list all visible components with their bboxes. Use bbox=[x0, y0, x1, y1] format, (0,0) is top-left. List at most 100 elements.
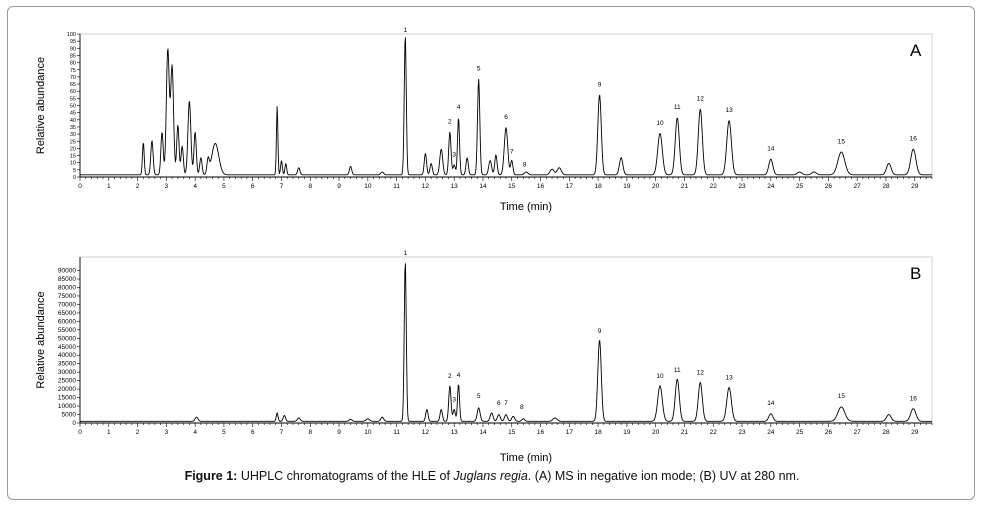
panel-b-peak-label-4: 4 bbox=[457, 372, 461, 379]
panel-b-peak-label-5: 5 bbox=[477, 393, 481, 400]
panel-a-x-tick-label: 10 bbox=[364, 183, 372, 190]
panel-b-y-tick-label: 0 bbox=[72, 420, 76, 427]
panel-a-x-tick-label: 24 bbox=[767, 183, 775, 190]
panel-a-x-tick-label: 13 bbox=[451, 183, 459, 190]
panel-a-x-tick-label: 28 bbox=[882, 183, 890, 190]
panel-a-y-tick-label: 55 bbox=[70, 96, 76, 102]
panel-a-x-tick-label: 4 bbox=[193, 183, 197, 190]
panel-a-peak-label-4: 4 bbox=[457, 104, 461, 111]
panel-a-x-tick-label: 2 bbox=[136, 183, 140, 190]
panel-b-y-tick-label: 5000 bbox=[62, 412, 77, 419]
panel-b-x-tick-label: 5 bbox=[222, 429, 226, 436]
panel-a-plot-frame bbox=[79, 33, 933, 178]
panel-a-peak-label-2: 2 bbox=[448, 119, 452, 126]
panel-b-trace bbox=[80, 263, 932, 422]
panel-b-y-tick-label: 85000 bbox=[58, 276, 76, 283]
panel-a-y-tick-label: 40 bbox=[70, 118, 76, 124]
panel-b-x-tick-label: 11 bbox=[393, 429, 400, 436]
panel-a-y-tick-label: 95 bbox=[70, 39, 76, 45]
panel-b-x-tick-label: 26 bbox=[825, 429, 833, 436]
panel-a-y-tick-label: 90 bbox=[70, 46, 76, 52]
panel-a-peak-label-3: 3 bbox=[452, 151, 456, 158]
panel-b-x-tick-label: 3 bbox=[165, 429, 169, 436]
panel-a-x-tick-label: 15 bbox=[508, 183, 516, 190]
panel-a-y-tick-label: 15 bbox=[70, 154, 76, 160]
panel-b-x-tick-label: 10 bbox=[364, 429, 372, 436]
panel-a-y-tick-label: 5 bbox=[73, 168, 76, 174]
panel-a-peak-label-16: 16 bbox=[910, 136, 918, 143]
panel-b-x-tick-label: 19 bbox=[623, 429, 631, 436]
panel-a-y-tick-label: 35 bbox=[70, 125, 76, 131]
panel-a-x-tick-label: 0 bbox=[78, 183, 82, 190]
panel-b-x-tick-label: 8 bbox=[308, 429, 312, 436]
panel-a-x-tick-label: 20 bbox=[652, 183, 660, 190]
panel-a-y-tick-label: 10 bbox=[70, 161, 76, 167]
panel-b-x-tick-label: 15 bbox=[508, 429, 516, 436]
panel-a-x-tick-label: 7 bbox=[280, 183, 284, 190]
panel-b-y-tick-label: 75000 bbox=[58, 293, 76, 300]
panel-b-peak-label-1: 1 bbox=[403, 250, 407, 257]
panel-a-x-tick-label: 3 bbox=[165, 183, 169, 190]
panel-b-peak-label-6: 6 bbox=[497, 400, 501, 407]
panel-a-y-tick-label: 70 bbox=[70, 75, 76, 81]
panel-a-x-tick-label: 19 bbox=[623, 183, 631, 190]
panel-a-y-tick-label: 100 bbox=[67, 32, 76, 38]
panel-a-x-tick-label: 9 bbox=[337, 183, 341, 190]
panel-b-x-tick-label: 27 bbox=[854, 429, 862, 436]
panel-a-x-tick-label: 29 bbox=[911, 183, 919, 190]
panel-a-x-tick-label: 8 bbox=[308, 183, 312, 190]
panel-a-x-tick-label: 18 bbox=[594, 183, 602, 190]
panel-a-peak-label-10: 10 bbox=[656, 120, 664, 127]
panel-a-y-tick-label: 85 bbox=[70, 53, 76, 59]
panel-b-label: B bbox=[910, 264, 921, 283]
panel-b-peak-label-7: 7 bbox=[504, 400, 508, 407]
panel-b-x-tick-label: 23 bbox=[738, 429, 746, 436]
panel-a-x-tick-label: 23 bbox=[738, 183, 746, 190]
panel-a-y-tick-label: 45 bbox=[70, 111, 76, 117]
panel-b-x-tick-label: 17 bbox=[566, 429, 574, 436]
panel-b-x-tick-label: 14 bbox=[479, 429, 487, 436]
panel-b-x-axis-label: Time (min) bbox=[500, 452, 552, 464]
panel-b-x-tick-label: 21 bbox=[681, 429, 689, 436]
panel-a-x-tick-label: 26 bbox=[825, 183, 833, 190]
panel-a-peak-label-11: 11 bbox=[674, 104, 681, 111]
panel-a-peak-label-1: 1 bbox=[403, 27, 407, 34]
panel-a-y-tick-label: 65 bbox=[70, 82, 76, 88]
panel-a-x-tick-label: 25 bbox=[796, 183, 804, 190]
panel-a-x-tick-label: 14 bbox=[479, 183, 487, 190]
panel-b-x-tick-label: 4 bbox=[193, 429, 197, 436]
panel-b-x-tick-label: 22 bbox=[710, 429, 718, 436]
panel-a-x-tick-label: 21 bbox=[681, 183, 689, 190]
panel-b-y-tick-label: 45000 bbox=[58, 344, 76, 351]
panel-b-y-tick-label: 55000 bbox=[58, 327, 76, 334]
caption-prefix: Figure 1: bbox=[184, 469, 238, 483]
panel-a-chart: 0 1 2 3 4 5 6 7 8 9 10 11 12 13 14 15 16 17 18 19 20 21 22 23 24… bbox=[35, 27, 933, 213]
panel-b-peak-label-2: 2 bbox=[448, 373, 452, 380]
figure-frame bbox=[7, 6, 975, 500]
panel-b-y-tick-label: 20000 bbox=[58, 386, 76, 393]
panel-b-y-tick-label: 80000 bbox=[58, 284, 76, 291]
panel-b-y-tick-label: 60000 bbox=[58, 318, 76, 325]
panel-a-y-tick-label: 75 bbox=[70, 68, 76, 74]
panel-a-x-tick-label: 17 bbox=[566, 183, 574, 190]
panel-b-x-tick-label: 2 bbox=[136, 429, 140, 436]
panel-b-y-tick-label: 35000 bbox=[58, 361, 76, 368]
panel-b-peak-label-9: 9 bbox=[598, 328, 602, 335]
panel-a-y-axis-label: Relative abundance bbox=[35, 57, 47, 154]
figure-caption: Figure 1: UHPLC chromatograms of the HLE… bbox=[0, 469, 984, 483]
panel-b-y-tick-label: 90000 bbox=[58, 268, 76, 275]
panel-a-y-tick-label: 0 bbox=[73, 175, 76, 181]
panel-a-peak-label-9: 9 bbox=[598, 81, 602, 88]
panel-b-peak-label-8: 8 bbox=[520, 404, 524, 411]
panel-a-y-tick-label: 25 bbox=[70, 139, 76, 145]
panel-b-x-tick-label: 1 bbox=[107, 429, 111, 436]
panel-a-y-tick-label: 60 bbox=[70, 89, 76, 95]
panel-b-x-tick-label: 16 bbox=[537, 429, 545, 436]
panel-a-peak-label-14: 14 bbox=[767, 146, 775, 153]
panel-a-y-tick-label: 20 bbox=[70, 146, 76, 152]
panel-b-y-tick-label: 40000 bbox=[58, 352, 76, 359]
panel-b-x-tick-label: 12 bbox=[422, 429, 430, 436]
panel-a-x-tick-label: 27 bbox=[854, 183, 862, 190]
panel-b-x-tick-label: 25 bbox=[796, 429, 804, 436]
panel-b-peak-label-12: 12 bbox=[697, 369, 705, 376]
